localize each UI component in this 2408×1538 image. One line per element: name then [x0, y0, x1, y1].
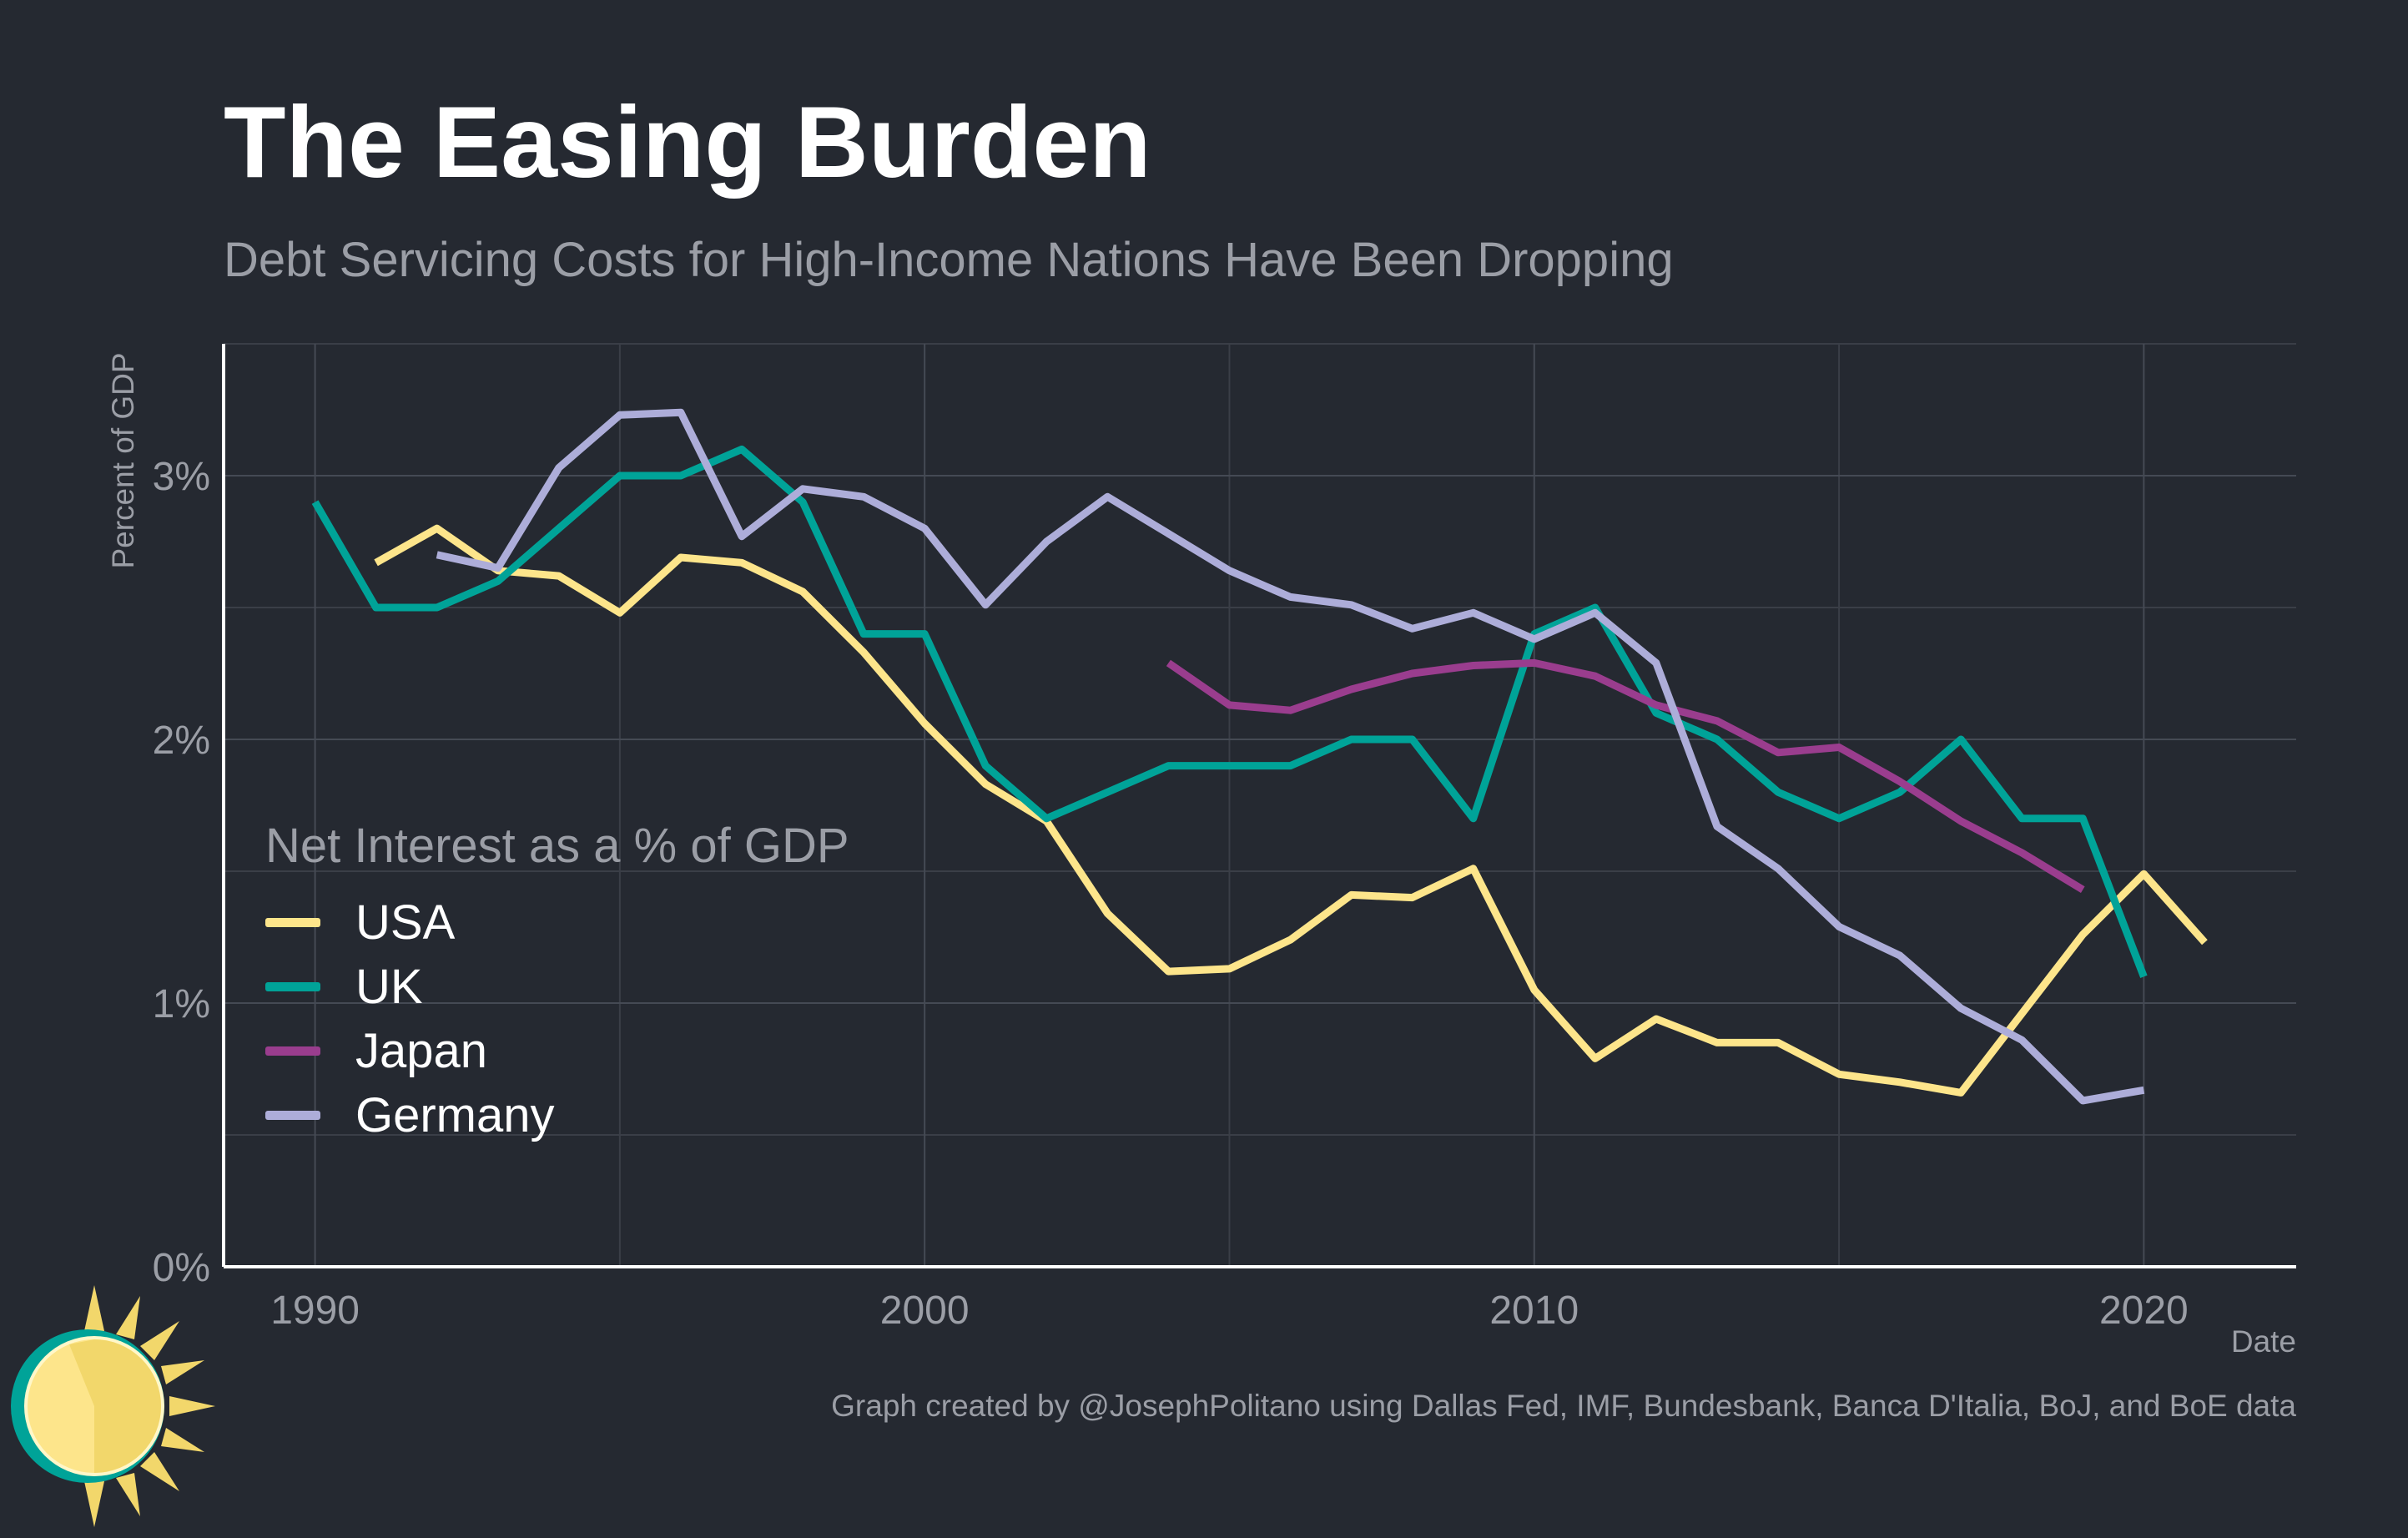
y-tick-label: 0% — [153, 1246, 210, 1290]
series-line-usa — [374, 524, 2208, 1097]
sun-logo-icon — [11, 1285, 215, 1527]
x-tick-label: 1990 — [270, 1288, 360, 1333]
tick-labels: 0% 1% 2% 3% 1990 2000 2010 2020 — [153, 455, 2189, 1333]
chart-subtitle: Debt Servicing Costs for High-Income Nat… — [224, 233, 1674, 287]
legend: Net Interest as a % of GDP USA UK Japan … — [265, 818, 849, 1147]
source-caption: Graph created by @JosephPolitano using D… — [831, 1389, 2296, 1423]
y-tick-label: 2% — [153, 719, 210, 763]
legend-label-japan: Japan — [355, 1024, 488, 1078]
legend-item-germany: Germany — [265, 1083, 849, 1147]
legend-swatch-usa — [265, 918, 320, 927]
series-line-japan — [1166, 658, 2085, 893]
legend-label-germany: Germany — [355, 1088, 555, 1142]
legend-swatch-japan — [265, 1046, 320, 1056]
series-lines — [311, 408, 2208, 1105]
y-tick-label: 3% — [153, 455, 210, 499]
grid-minor — [224, 343, 2296, 1267]
y-tick-label: 1% — [153, 982, 210, 1026]
x-tick-label: 2000 — [880, 1288, 970, 1333]
legend-item-japan: Japan — [265, 1019, 849, 1083]
x-tick-label: 2020 — [2099, 1288, 2189, 1333]
y-axis-label: Percent of GDP — [106, 352, 140, 568]
series-line-germany — [436, 408, 2145, 1105]
x-axis-label: Date — [2231, 1324, 2296, 1359]
legend-item-usa: USA — [265, 890, 849, 955]
legend-label-usa: USA — [355, 895, 456, 950]
legend-label-uk: UK — [355, 960, 423, 1014]
chart-title: The Easing Burden — [224, 85, 1151, 199]
legend-item-uk: UK — [265, 955, 849, 1019]
x-tick-label: 2010 — [1489, 1288, 1579, 1333]
series-line-uk — [311, 445, 2148, 979]
legend-swatch-uk — [265, 982, 320, 991]
axes — [222, 344, 2296, 1268]
legend-title: Net Interest as a % of GDP — [265, 819, 849, 873]
legend-swatch-germany — [265, 1111, 320, 1120]
